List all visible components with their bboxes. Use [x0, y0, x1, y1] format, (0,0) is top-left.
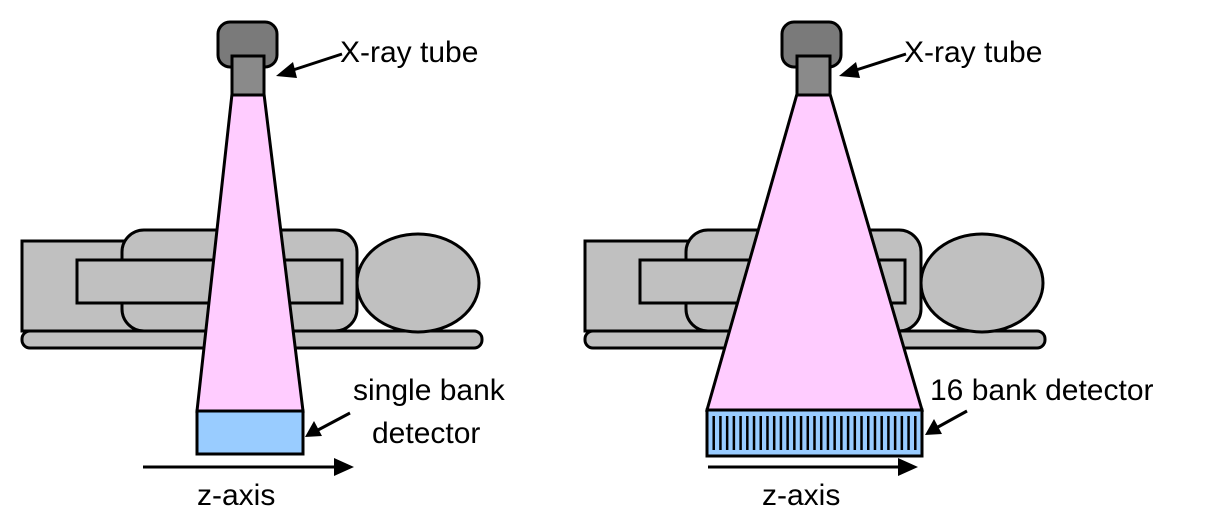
- tube-label: X-ray tube: [904, 36, 1042, 69]
- xray-tube-collimator: [795, 54, 832, 97]
- detector-pointer-arrowhead: [925, 419, 942, 435]
- z-axis-label: z-axis: [197, 479, 275, 512]
- tube-pointer-line: [852, 52, 907, 73]
- detector-pointer-line: [317, 411, 351, 432]
- z-axis-arrowhead: [334, 458, 354, 476]
- tube-pointer-arrowhead: [276, 62, 297, 78]
- single-bank-detector: [195, 409, 305, 456]
- tube-pointer-arrowhead: [839, 62, 860, 78]
- detector-label: 16 bank detector: [930, 374, 1154, 407]
- detector-label-line-1: single bank: [353, 374, 506, 407]
- detector-bank-dividers: [712, 416, 917, 450]
- xray-tube-collimator: [230, 54, 266, 97]
- patient-head: [355, 232, 481, 334]
- patient-head: [919, 232, 1045, 334]
- z-axis-arrowhead: [898, 458, 918, 476]
- panel-single-bank: X-ray tube single bank detector z-axis: [20, 20, 506, 512]
- detector-pointer-line: [937, 409, 968, 429]
- z-axis-label: z-axis: [762, 479, 840, 512]
- tube-pointer-line: [289, 52, 343, 73]
- panel-16-bank: X-ray tube 16 bank detector z-axis: [583, 20, 1154, 512]
- tube-label: X-ray tube: [340, 36, 478, 69]
- detector-label-line-2: detector: [372, 417, 480, 450]
- detector-pointer-arrowhead: [305, 421, 322, 437]
